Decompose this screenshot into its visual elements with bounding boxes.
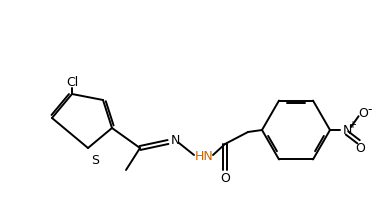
- Text: O: O: [220, 173, 230, 186]
- Text: Cl: Cl: [66, 76, 78, 89]
- Text: S: S: [91, 153, 99, 167]
- Text: HN: HN: [195, 149, 213, 163]
- Text: O: O: [356, 142, 365, 155]
- Text: N: N: [342, 124, 352, 136]
- Text: N: N: [170, 134, 180, 147]
- Text: -: -: [367, 103, 372, 116]
- Text: +: +: [348, 120, 356, 130]
- Text: O: O: [358, 107, 368, 120]
